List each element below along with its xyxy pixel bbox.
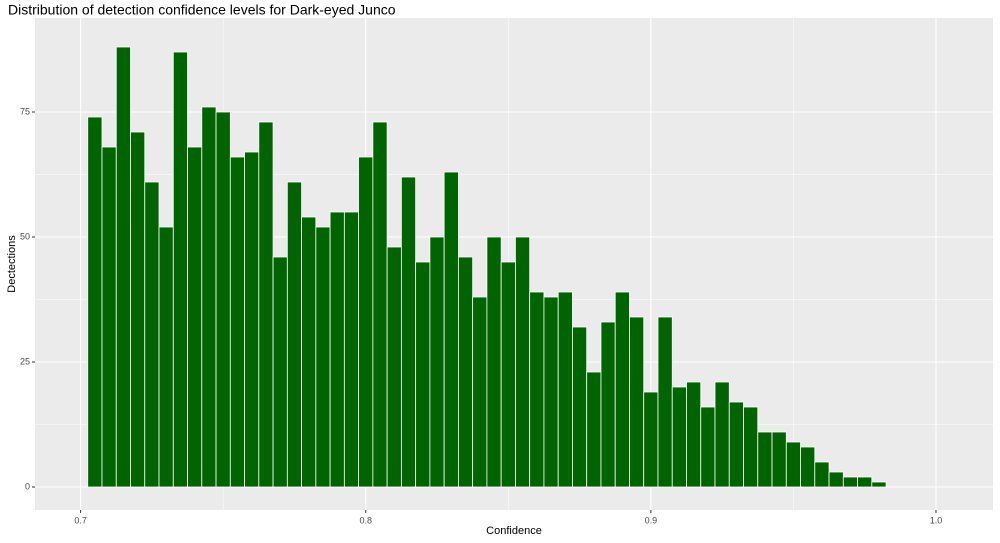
- bar: [728, 401, 744, 488]
- bar: [714, 381, 730, 488]
- bar: [101, 146, 117, 488]
- chart-title: Distribution of detection confidence lev…: [8, 2, 396, 18]
- bar: [842, 476, 858, 488]
- bar: [557, 291, 573, 488]
- bar: [643, 391, 659, 488]
- bar: [686, 381, 702, 488]
- bar: [329, 211, 345, 488]
- bar: [743, 406, 759, 488]
- bar: [87, 116, 103, 488]
- bar: [800, 446, 816, 488]
- bar: [671, 386, 687, 488]
- y-axis-label: Dectections: [6, 235, 18, 293]
- bar: [286, 181, 302, 488]
- bar: [415, 261, 431, 488]
- bar: [144, 181, 160, 488]
- bar: [358, 156, 374, 488]
- bar: [386, 246, 402, 488]
- bar: [657, 316, 673, 488]
- bar: [529, 291, 545, 488]
- bar: [201, 106, 217, 488]
- bar: [857, 476, 873, 488]
- bar: [429, 236, 445, 488]
- x-tick-label: 0.9: [645, 515, 658, 525]
- x-tick-label: 0.7: [74, 515, 87, 525]
- bar: [130, 131, 146, 488]
- bar: [400, 176, 417, 488]
- bar: [343, 211, 360, 488]
- bar: [372, 121, 388, 488]
- bar: [700, 406, 716, 488]
- bar: [158, 226, 174, 488]
- bar: [187, 146, 203, 488]
- bar: [229, 156, 245, 488]
- bar: [600, 321, 616, 488]
- bar: [586, 371, 602, 488]
- bar: [115, 46, 131, 488]
- x-tick-label: 0.8: [359, 515, 372, 525]
- x-axis-label: Confidence: [486, 525, 542, 537]
- bar: [543, 296, 559, 488]
- bar: [515, 236, 531, 488]
- y-tick-label: 75: [20, 106, 30, 116]
- bar: [828, 471, 844, 488]
- bar: [614, 291, 630, 488]
- y-tick-label: 25: [20, 356, 30, 366]
- bar: [771, 431, 787, 488]
- bar: [572, 326, 588, 488]
- bar: [486, 236, 502, 488]
- bar: [500, 261, 516, 488]
- bar: [172, 51, 188, 488]
- y-tick-label: 50: [20, 231, 30, 241]
- bar: [814, 461, 830, 488]
- bar: [301, 216, 317, 488]
- bar: [215, 111, 231, 488]
- bar: [785, 441, 801, 488]
- bar: [315, 226, 331, 488]
- bar: [258, 121, 274, 488]
- bar: [244, 151, 260, 488]
- y-tick-label: 0: [25, 481, 30, 491]
- bar: [272, 256, 288, 488]
- bar: [458, 256, 474, 488]
- bar: [871, 481, 887, 488]
- bar: [443, 171, 459, 488]
- bar: [472, 296, 488, 488]
- bar: [629, 316, 645, 488]
- bar: [757, 431, 773, 488]
- x-tick-label: 1.0: [930, 515, 943, 525]
